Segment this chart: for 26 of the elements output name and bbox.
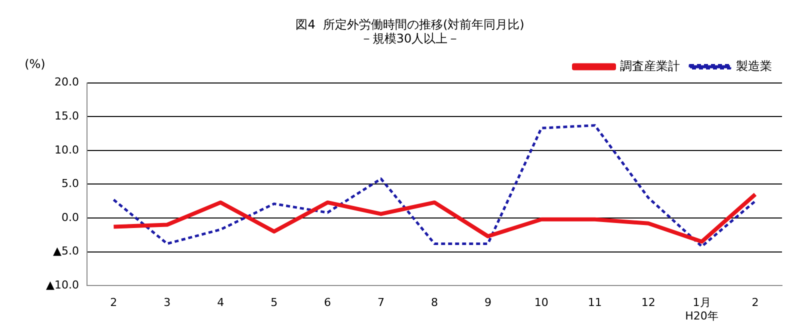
line-series [112,124,757,248]
x-tick-label: 9 [484,296,492,310]
x-tick-label: 7 [378,296,385,310]
y-tick-label: 20.0 [54,76,79,89]
x-tick-label: 5 [270,296,278,310]
x-tick-label: 3 [164,296,171,310]
y-axis-title: (%) [24,56,46,71]
y-tick-label: 10.0 [54,143,79,156]
y-tick-label: ▲10.0 [46,278,79,292]
y-tick-label: 5.0 [61,177,79,190]
y-tick-label: 15.0 [54,109,79,122]
legend-label: 製造業 [736,58,772,73]
x-tick-label: 1月 H20年 [685,296,718,322]
legend-label: 調査産業計 [620,58,680,73]
chart-subtitle: －規模30人以上－ [360,32,460,46]
x-tick-label: 10 [534,296,548,310]
chart-title: 図4 所定外労働時間の推移(対前年同月比) [296,17,524,32]
y-tick-label: ▲5.0 [53,244,79,258]
x-tick-label: 12 [641,296,656,310]
x-tick-label: 4 [217,296,224,310]
x-tick-label: 2 [752,296,759,310]
x-tick-label: 8 [430,296,438,310]
x-tick-label: 2 [110,296,118,310]
x-tick-label: 11 [588,296,602,310]
y-tick-label: 0.0 [61,210,79,224]
x-tick-label: 6 [324,296,332,310]
